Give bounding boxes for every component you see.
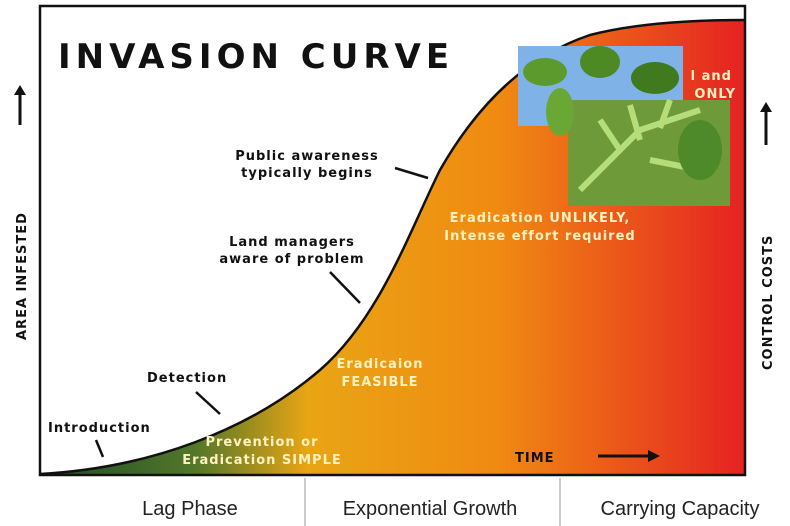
phase-label: Exponential Growth [343,498,518,520]
invasion-curve-diagram: INVASION CURVE AREA INFESTED CONTROL COS… [0,0,790,526]
phase-label: Carrying Capacity [601,498,760,520]
y-axis-label: AREA INFESTED [15,212,30,340]
arrow [395,168,428,178]
x-axis-label: TIME [515,451,555,466]
y2-axis-label: CONTROL COSTS [761,235,776,370]
arrow-head [14,85,26,95]
phase-label: Lag Phase [142,498,238,520]
title: INVASION CURVE [58,37,454,77]
event-label: Introduction [48,421,151,436]
arrow-head [760,102,772,112]
arrow [96,440,103,457]
arrow [196,392,220,414]
event-label: Detection [147,371,227,386]
arrow [330,272,360,303]
